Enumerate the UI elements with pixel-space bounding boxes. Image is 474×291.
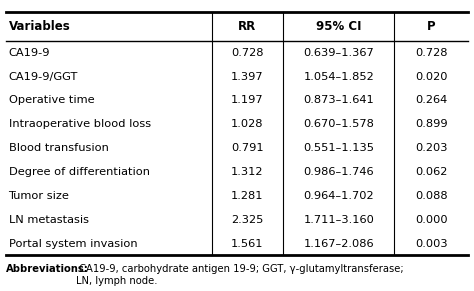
Text: 1.197: 1.197 (231, 95, 264, 105)
Text: 1.167–2.086: 1.167–2.086 (303, 239, 374, 249)
Text: 1.028: 1.028 (231, 119, 264, 129)
Text: 1.561: 1.561 (231, 239, 264, 249)
Text: 0.728: 0.728 (231, 48, 264, 58)
Text: Operative time: Operative time (9, 95, 94, 105)
Text: P: P (427, 20, 436, 33)
Text: 0.791: 0.791 (231, 143, 264, 153)
Text: LN metastasis: LN metastasis (9, 215, 89, 225)
Text: 0.986–1.746: 0.986–1.746 (303, 167, 374, 177)
Text: Portal system invasion: Portal system invasion (9, 239, 137, 249)
Text: Variables: Variables (9, 20, 70, 33)
Text: Degree of differentiation: Degree of differentiation (9, 167, 149, 177)
Text: 0.551–1.135: 0.551–1.135 (303, 143, 374, 153)
Text: 0.000: 0.000 (415, 215, 447, 225)
Text: Abbreviations:: Abbreviations: (6, 264, 89, 274)
Text: 0.639–1.367: 0.639–1.367 (303, 48, 374, 58)
Text: Intraoperative blood loss: Intraoperative blood loss (9, 119, 151, 129)
Text: 95% CI: 95% CI (316, 20, 362, 33)
Text: 0.728: 0.728 (415, 48, 447, 58)
Text: 1.054–1.852: 1.054–1.852 (303, 72, 374, 81)
Text: CA19-9, carbohydrate antigen 19-9; GGT, γ-glutamyltransferase;
LN, lymph node.: CA19-9, carbohydrate antigen 19-9; GGT, … (76, 264, 403, 286)
Text: Blood transfusion: Blood transfusion (9, 143, 109, 153)
Text: 1.711–3.160: 1.711–3.160 (303, 215, 374, 225)
Text: 0.670–1.578: 0.670–1.578 (303, 119, 374, 129)
Text: 0.873–1.641: 0.873–1.641 (303, 95, 374, 105)
Text: RR: RR (238, 20, 256, 33)
Text: 1.312: 1.312 (231, 167, 264, 177)
Text: 0.088: 0.088 (415, 191, 447, 201)
Text: 1.397: 1.397 (231, 72, 264, 81)
Text: 0.264: 0.264 (415, 95, 447, 105)
Text: 0.899: 0.899 (415, 119, 447, 129)
Text: Tumor size: Tumor size (9, 191, 69, 201)
Text: 0.964–1.702: 0.964–1.702 (303, 191, 374, 201)
Text: CA19-9: CA19-9 (9, 48, 50, 58)
Text: 0.203: 0.203 (415, 143, 447, 153)
Text: 0.003: 0.003 (415, 239, 447, 249)
Text: CA19-9/GGT: CA19-9/GGT (9, 72, 78, 81)
Text: 1.281: 1.281 (231, 191, 264, 201)
Text: 0.062: 0.062 (415, 167, 447, 177)
Text: 0.020: 0.020 (415, 72, 447, 81)
Text: 2.325: 2.325 (231, 215, 264, 225)
